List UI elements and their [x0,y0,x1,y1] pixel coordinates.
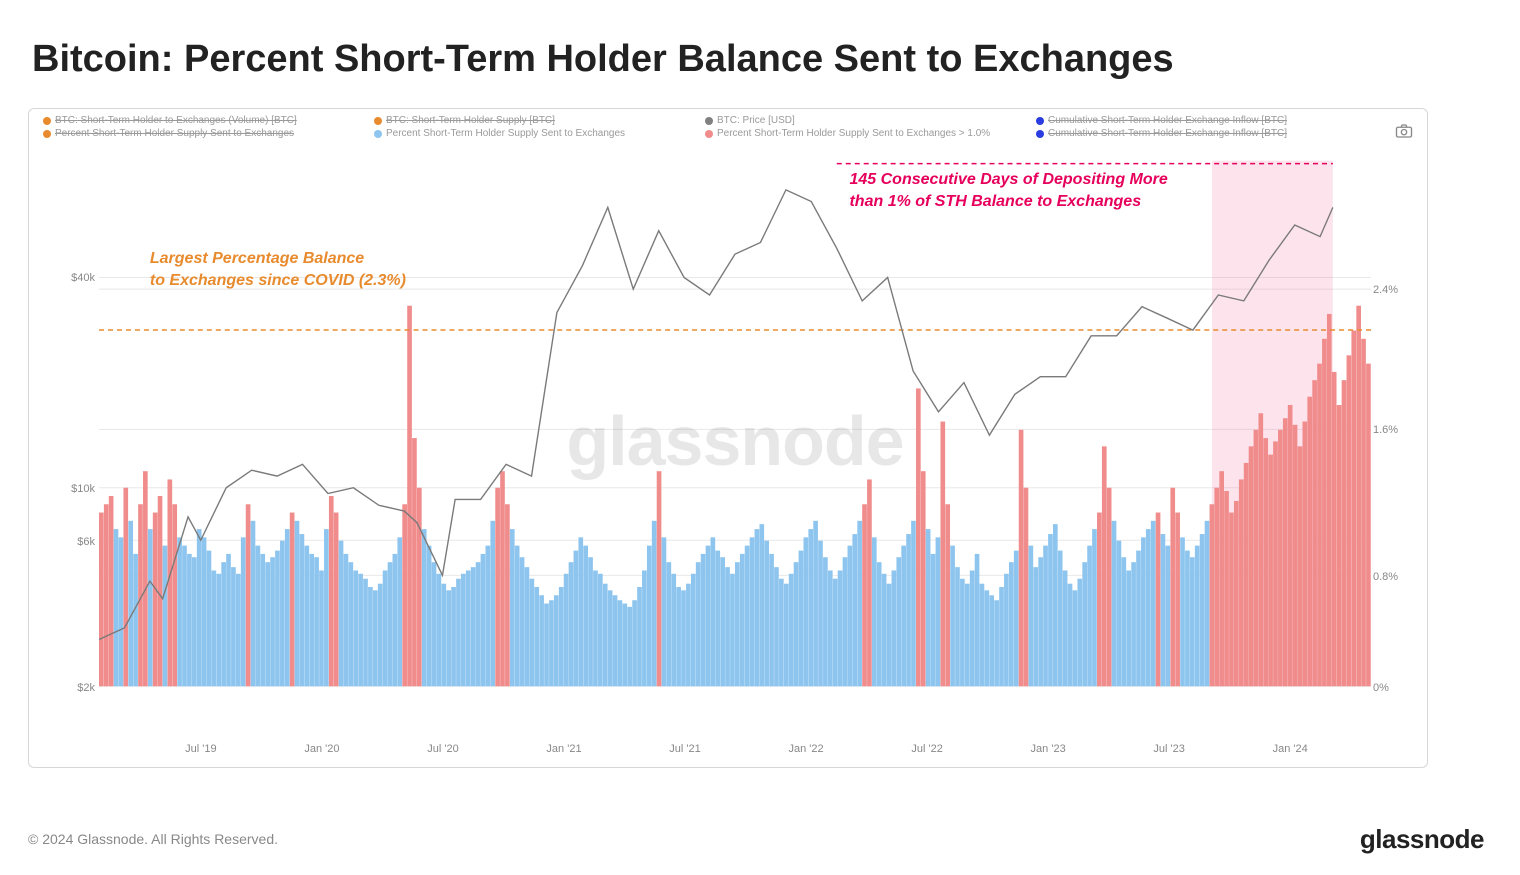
y-right-tick-label: 1.6% [1373,424,1413,436]
legend-label: Percent Short-Term Holder Supply Sent to… [55,128,294,139]
x-tick-label: Jul '20 [427,743,458,755]
legend-label: BTC: Short-Term Holder to Exchanges (Vol… [55,115,297,126]
y-left-tick-label: $10k [55,483,95,495]
legend-swatch [374,117,382,125]
annotation-line: to Exchanges since COVID (2.3%) [150,270,406,292]
camera-icon[interactable] [1395,123,1413,144]
footer-brand: glassnode [1360,824,1484,855]
legend-swatch [705,117,713,125]
legend-item[interactable]: BTC: Short-Term Holder Supply [BTC] [374,115,705,126]
annotation-line: 145 Consecutive Days of Depositing More [849,169,1167,191]
x-tick-label: Jul '22 [911,743,942,755]
page-title: Bitcoin: Percent Short-Term Holder Balan… [32,38,1174,81]
legend-item[interactable]: Percent Short-Term Holder Supply Sent to… [705,128,1036,139]
chart-container: BTC: Short-Term Holder to Exchanges (Vol… [28,108,1428,768]
legend-item[interactable]: Percent Short-Term Holder Supply Sent to… [374,128,705,139]
legend-swatch [43,117,51,125]
chart-legend: BTC: Short-Term Holder to Exchanges (Vol… [43,115,1367,139]
legend-swatch [1036,130,1044,138]
x-tick-label: Jan '24 [1273,743,1308,755]
y-right-tick-label: 0.8% [1373,571,1413,583]
annotation-line: than 1% of STH Balance to Exchanges [849,191,1167,213]
legend-label: BTC: Price [USD] [717,115,795,126]
x-tick-label: Jan '23 [1031,743,1066,755]
chart-annotation: Largest Percentage Balanceto Exchanges s… [150,248,406,291]
legend-swatch [374,130,382,138]
legend-label: Cumulative Short-Term Holder Exchange In… [1048,128,1287,139]
legend-item[interactable]: Cumulative Short-Term Holder Exchange In… [1036,128,1367,139]
legend-item[interactable]: Percent Short-Term Holder Supply Sent to… [43,128,374,139]
x-tick-label: Jul '23 [1153,743,1184,755]
y-left-tick-label: $40k [55,272,95,284]
x-tick-label: Jan '20 [304,743,339,755]
chart-plot: glassnode Largest Percentage Balanceto E… [99,149,1371,733]
legend-item[interactable]: Cumulative Short-Term Holder Exchange In… [1036,115,1367,126]
y-right-tick-label: 0% [1373,682,1413,694]
x-tick-label: Jul '21 [669,743,700,755]
legend-item[interactable]: BTC: Price [USD] [705,115,1036,126]
y-right-tick-label: 2.4% [1373,284,1413,296]
chart-annotation: 145 Consecutive Days of Depositing Moret… [849,169,1167,212]
legend-label: Percent Short-Term Holder Supply Sent to… [717,128,990,139]
footer-copyright: © 2024 Glassnode. All Rights Reserved. [28,831,278,847]
x-tick-label: Jan '22 [788,743,823,755]
legend-swatch [43,130,51,138]
legend-label: Percent Short-Term Holder Supply Sent to… [386,128,625,139]
y-left-tick-label: $6k [55,536,95,548]
legend-label: Cumulative Short-Term Holder Exchange In… [1048,115,1287,126]
legend-label: BTC: Short-Term Holder Supply [BTC] [386,115,555,126]
x-tick-label: Jan '21 [546,743,581,755]
annotation-line: Largest Percentage Balance [150,248,406,270]
y-left-tick-label: $2k [55,682,95,694]
legend-item[interactable]: BTC: Short-Term Holder to Exchanges (Vol… [43,115,374,126]
legend-swatch [1036,117,1044,125]
legend-swatch [705,130,713,138]
x-tick-label: Jul '19 [185,743,216,755]
